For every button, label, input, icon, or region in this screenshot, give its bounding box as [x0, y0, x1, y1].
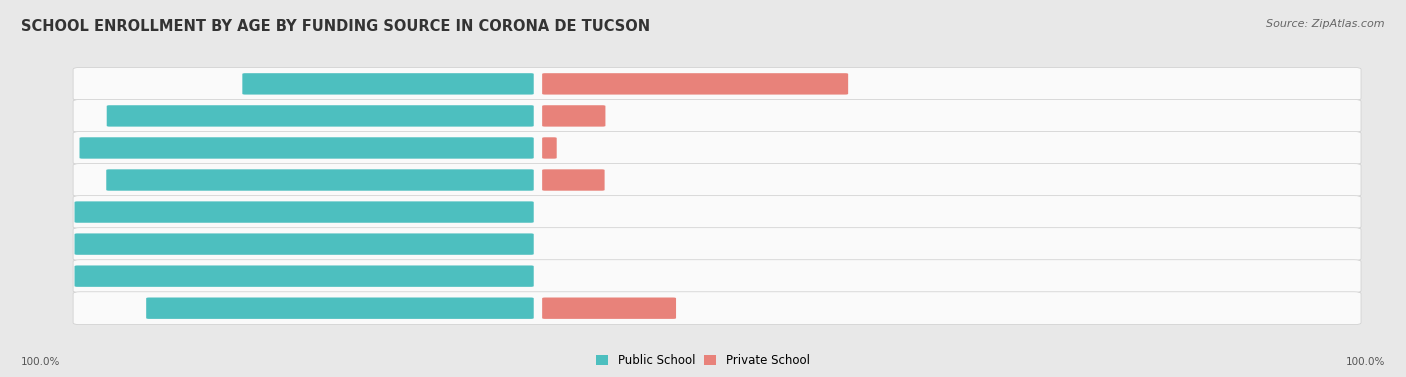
Text: 5 to 9 Year Old: 5 to 9 Year Old — [538, 111, 614, 121]
Text: 0.0%: 0.0% — [557, 239, 582, 249]
Text: 93.0%: 93.0% — [197, 175, 232, 185]
Text: 0.0%: 0.0% — [557, 207, 582, 217]
Legend: Public School, Private School: Public School, Private School — [596, 354, 810, 367]
Text: 1.1%: 1.1% — [565, 143, 592, 153]
Text: 100.0%: 100.0% — [169, 207, 212, 217]
Text: 7.1%: 7.1% — [614, 111, 640, 121]
Text: 100.0%: 100.0% — [169, 271, 212, 281]
Text: 7.0%: 7.0% — [613, 175, 640, 185]
Text: 84.2%: 84.2% — [226, 303, 263, 313]
Text: 0.0%: 0.0% — [557, 271, 582, 281]
Text: 25 to 34 Year Olds: 25 to 34 Year Olds — [538, 271, 633, 281]
Text: 98.9%: 98.9% — [177, 143, 212, 153]
Text: 100.0%: 100.0% — [21, 357, 60, 367]
Text: 15 to 17 Year Olds: 15 to 17 Year Olds — [538, 175, 633, 185]
Text: 63.0%: 63.0% — [298, 79, 335, 89]
Text: 3 to 4 Year Olds: 3 to 4 Year Olds — [538, 79, 620, 89]
Text: Source: ZipAtlas.com: Source: ZipAtlas.com — [1267, 19, 1385, 29]
Text: 10 to 14 Year Olds: 10 to 14 Year Olds — [538, 143, 633, 153]
Text: SCHOOL ENROLLMENT BY AGE BY FUNDING SOURCE IN CORONA DE TUCSON: SCHOOL ENROLLMENT BY AGE BY FUNDING SOUR… — [21, 19, 650, 34]
Text: 92.9%: 92.9% — [197, 111, 233, 121]
Text: 100.0%: 100.0% — [1346, 357, 1385, 367]
Text: 20 to 24 Year Olds: 20 to 24 Year Olds — [538, 239, 633, 249]
Text: 18 to 19 Year Olds: 18 to 19 Year Olds — [538, 207, 633, 217]
Text: 100.0%: 100.0% — [169, 239, 212, 249]
Text: 15.8%: 15.8% — [685, 303, 717, 313]
Text: 35 Years and over: 35 Years and over — [538, 303, 631, 313]
Text: 37.0%: 37.0% — [856, 79, 890, 89]
